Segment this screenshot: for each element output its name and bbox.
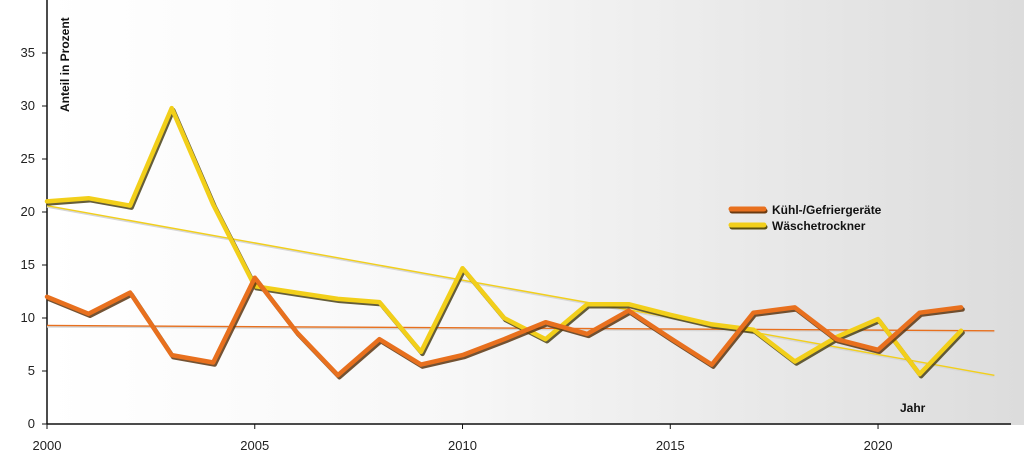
y-tick-label: 35 xyxy=(21,45,35,60)
x-tick-label: 2015 xyxy=(656,438,685,453)
plot-background xyxy=(47,0,1024,425)
y-tick-label: 20 xyxy=(21,204,35,219)
series-line-1 xyxy=(44,105,964,377)
legend-label-trockner: Wäschetrockner xyxy=(772,219,866,233)
axes: 0 5 10 15 20 25 30 35 2000 2005 2010 2015 2020 xyxy=(21,0,1011,453)
x-tick-label: 2010 xyxy=(448,438,477,453)
y-tick-label: 30 xyxy=(21,98,35,113)
y-tick-label: 15 xyxy=(21,257,35,272)
trend-line-shadow xyxy=(46,205,995,378)
series-line-0 xyxy=(44,275,964,378)
x-tick-label: 2000 xyxy=(33,438,62,453)
y-tick-label: 10 xyxy=(21,310,35,325)
y-tick-label: 5 xyxy=(28,363,35,378)
x-tick-label: 2005 xyxy=(240,438,269,453)
legend-label-kuehl: Kühl-/Gefriergeräte xyxy=(772,203,882,217)
y-axis-title: Anteil in Prozent xyxy=(58,17,72,112)
x-axis-title: Jahr xyxy=(900,401,926,415)
y-tick-label: 25 xyxy=(21,151,35,166)
y-tick-label: 0 xyxy=(28,416,35,431)
trend-line-1 xyxy=(46,205,995,376)
x-tick-label: 2020 xyxy=(864,438,893,453)
legend: Kühl-/Gefriergeräte Wäschetrockner xyxy=(728,203,882,233)
series-lines xyxy=(44,105,965,380)
